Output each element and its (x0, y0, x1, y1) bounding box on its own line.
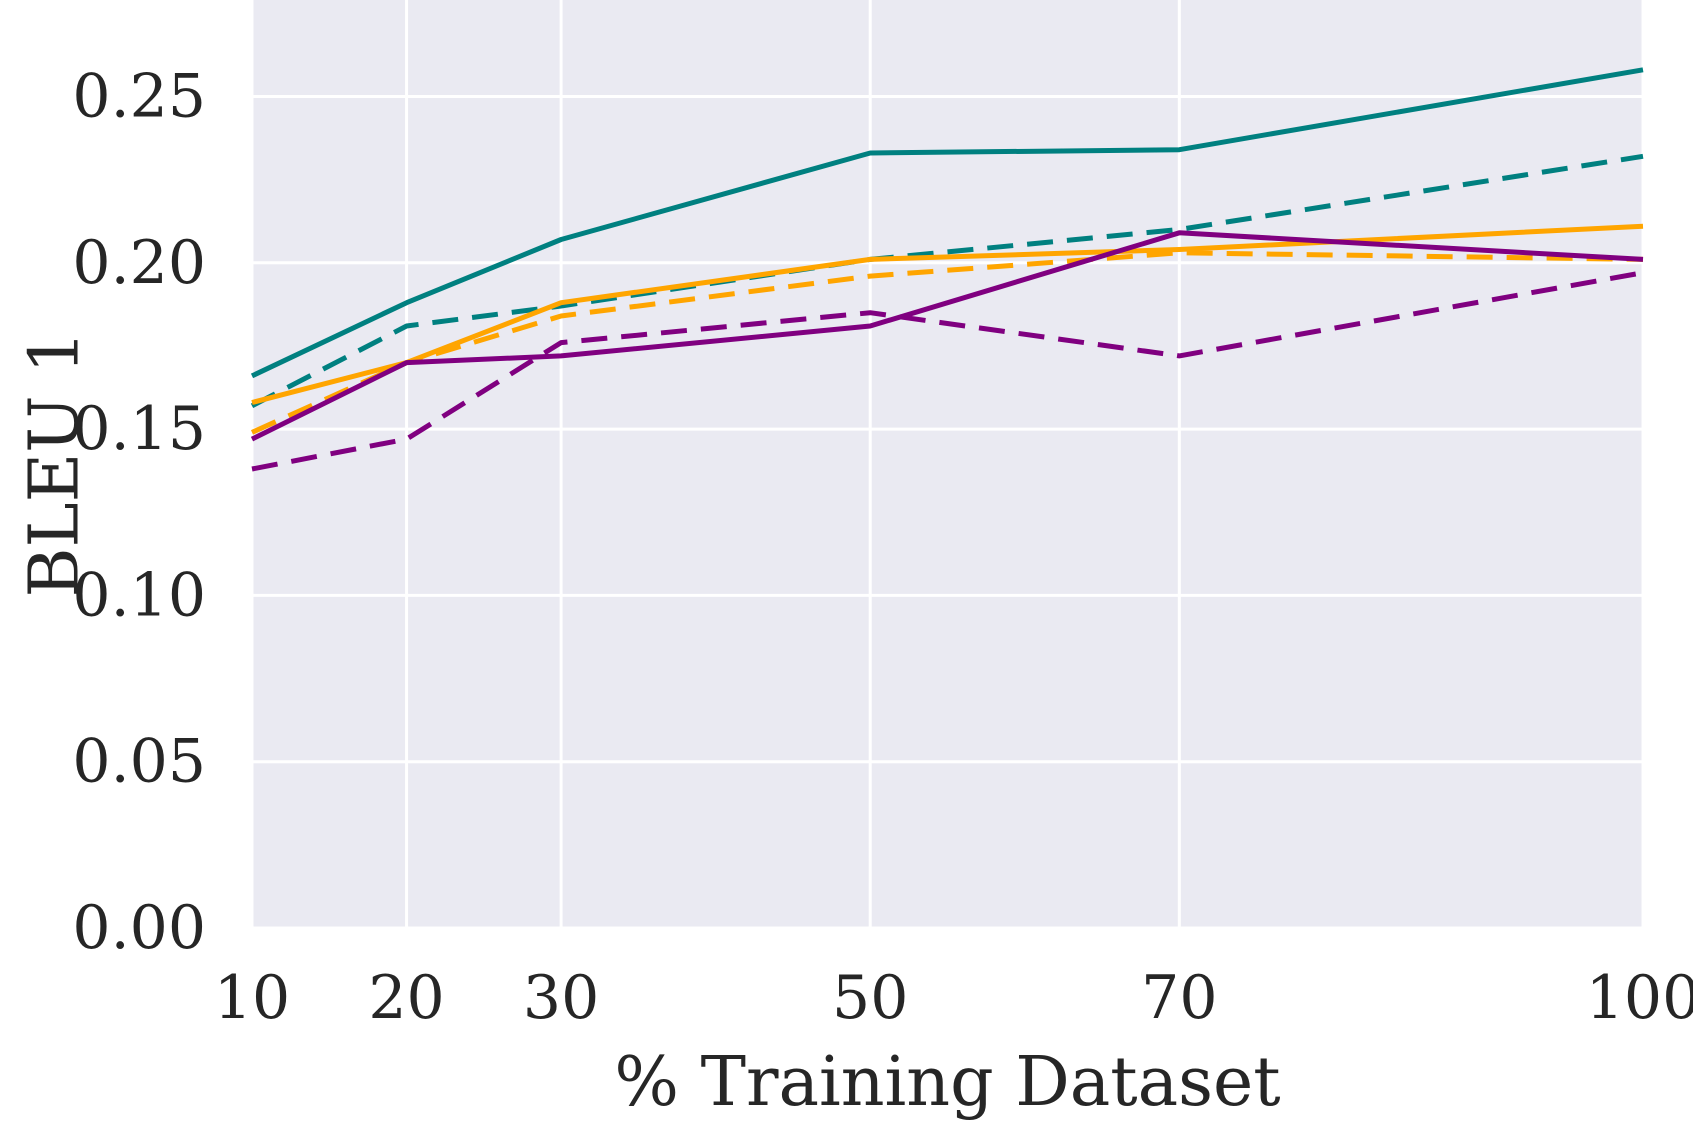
y-tick-label: 0.10 (72, 560, 206, 630)
y-tick-label: 0.20 (72, 228, 206, 298)
series-line-3 (251, 223, 1644, 405)
y-tick-label: 0.05 (72, 727, 206, 797)
series-line-5 (250, 230, 1644, 442)
x-tick-label: 30 (523, 963, 599, 1033)
y-axis-label: BLEU 1 (16, 331, 95, 598)
x-tick-label: 20 (368, 963, 444, 1033)
y-tick-label: 0.15 (72, 394, 206, 464)
series-lines (250, 67, 1644, 472)
x-tick-label: 10 (214, 963, 290, 1033)
x-axis-ticks: 10 20 30 50 70 100 (214, 963, 1693, 1033)
x-tick-label: 70 (1141, 963, 1217, 1033)
x-axis-label: % Training Dataset (614, 1043, 1280, 1122)
x-tick-label: 100 (1586, 963, 1693, 1033)
series-line-1 (250, 67, 1644, 379)
series-line-6 (251, 270, 1644, 472)
plot-area (252, 0, 1643, 928)
grid-lines (250, 0, 1645, 930)
y-axis-ticks: 0.00 0.05 0.10 0.15 0.20 0.25 (72, 61, 206, 963)
x-tick-label: 50 (832, 963, 908, 1033)
y-tick-label: 0.00 (72, 893, 206, 963)
y-tick-label: 0.25 (72, 61, 206, 131)
